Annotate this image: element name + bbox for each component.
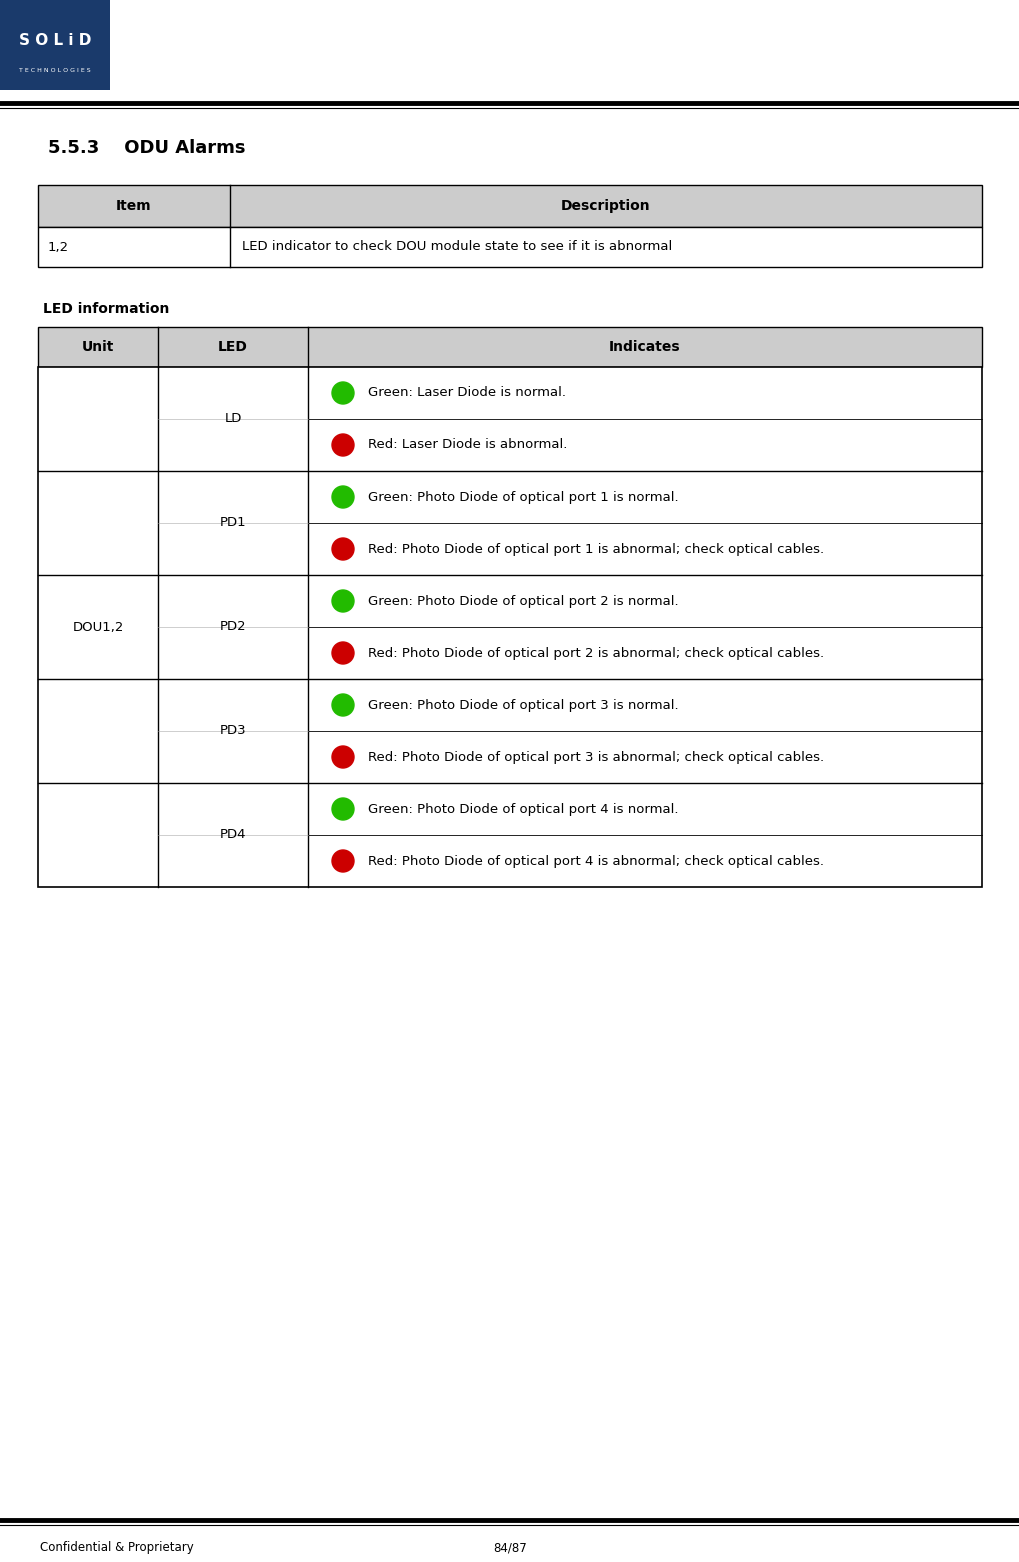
Text: Green: Photo Diode of optical port 4 is normal.: Green: Photo Diode of optical port 4 is … xyxy=(368,803,678,815)
Text: 5.5.3    ODU Alarms: 5.5.3 ODU Alarms xyxy=(48,139,246,158)
Text: Green: Photo Diode of optical port 1 is normal.: Green: Photo Diode of optical port 1 is … xyxy=(368,490,678,503)
Circle shape xyxy=(331,590,354,612)
Text: Red: Laser Diode is abnormal.: Red: Laser Diode is abnormal. xyxy=(368,439,567,451)
Text: Green: Photo Diode of optical port 3 is normal.: Green: Photo Diode of optical port 3 is … xyxy=(368,698,678,712)
Text: LED: LED xyxy=(218,341,248,355)
Circle shape xyxy=(331,434,354,456)
Circle shape xyxy=(331,642,354,664)
Text: PD1: PD1 xyxy=(219,517,246,530)
Circle shape xyxy=(331,694,354,715)
Text: LED information: LED information xyxy=(43,301,169,316)
Bar xyxy=(38,226,981,267)
Circle shape xyxy=(331,798,354,820)
Text: PD4: PD4 xyxy=(219,828,246,842)
Text: 84/87: 84/87 xyxy=(492,1542,527,1554)
Text: Red: Photo Diode of optical port 3 is abnormal; check optical cables.: Red: Photo Diode of optical port 3 is ab… xyxy=(368,750,823,764)
Text: Confidential & Proprietary: Confidential & Proprietary xyxy=(40,1542,194,1554)
Text: Red: Photo Diode of optical port 2 is abnormal; check optical cables.: Red: Photo Diode of optical port 2 is ab… xyxy=(368,647,823,659)
Circle shape xyxy=(331,850,354,872)
Text: Description: Description xyxy=(560,198,650,212)
Text: DOU1,2: DOU1,2 xyxy=(72,620,123,634)
Bar xyxy=(0,0,110,91)
Bar xyxy=(38,326,981,367)
Bar xyxy=(38,184,981,226)
Text: Unit: Unit xyxy=(82,341,114,355)
Circle shape xyxy=(331,383,354,405)
Text: 1,2: 1,2 xyxy=(48,241,69,253)
Circle shape xyxy=(331,747,354,769)
Text: Green: Laser Diode is normal.: Green: Laser Diode is normal. xyxy=(368,386,566,400)
Text: Green: Photo Diode of optical port 2 is normal.: Green: Photo Diode of optical port 2 is … xyxy=(368,595,678,608)
Text: PD3: PD3 xyxy=(219,725,246,737)
Text: Red: Photo Diode of optical port 1 is abnormal; check optical cables.: Red: Photo Diode of optical port 1 is ab… xyxy=(368,542,823,556)
Text: LD: LD xyxy=(224,412,242,425)
Text: PD2: PD2 xyxy=(219,620,246,634)
Bar xyxy=(38,367,981,887)
Text: LED indicator to check DOU module state to see if it is abnormal: LED indicator to check DOU module state … xyxy=(242,241,672,253)
Circle shape xyxy=(331,537,354,561)
Text: Item: Item xyxy=(116,198,152,212)
Text: Red: Photo Diode of optical port 4 is abnormal; check optical cables.: Red: Photo Diode of optical port 4 is ab… xyxy=(368,854,823,867)
Text: Indicates: Indicates xyxy=(608,341,680,355)
Text: S O L i D: S O L i D xyxy=(18,33,91,48)
Circle shape xyxy=(331,486,354,508)
Text: T E C H N O L O G I E S: T E C H N O L O G I E S xyxy=(19,67,91,73)
